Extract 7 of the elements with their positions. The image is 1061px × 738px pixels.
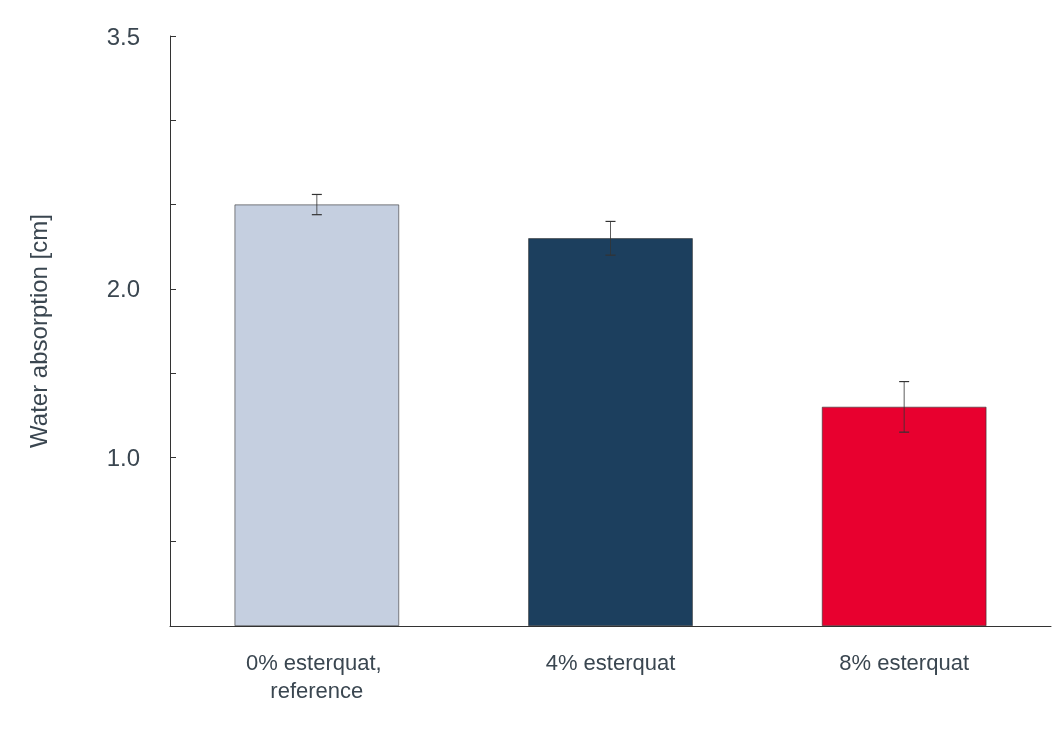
x-tick-label: 0% esterquat, reference [245,649,388,703]
x-tick-label: 4% esterquat [545,649,676,675]
y-tick-label: 1.0 [106,443,140,471]
y-axis-title: Water absorption [cm] [24,214,52,448]
y-tick-label: 2.0 [106,275,140,303]
x-tick-label: 8% esterquat [839,649,969,675]
y-tick-label: 3.5 [106,22,140,50]
